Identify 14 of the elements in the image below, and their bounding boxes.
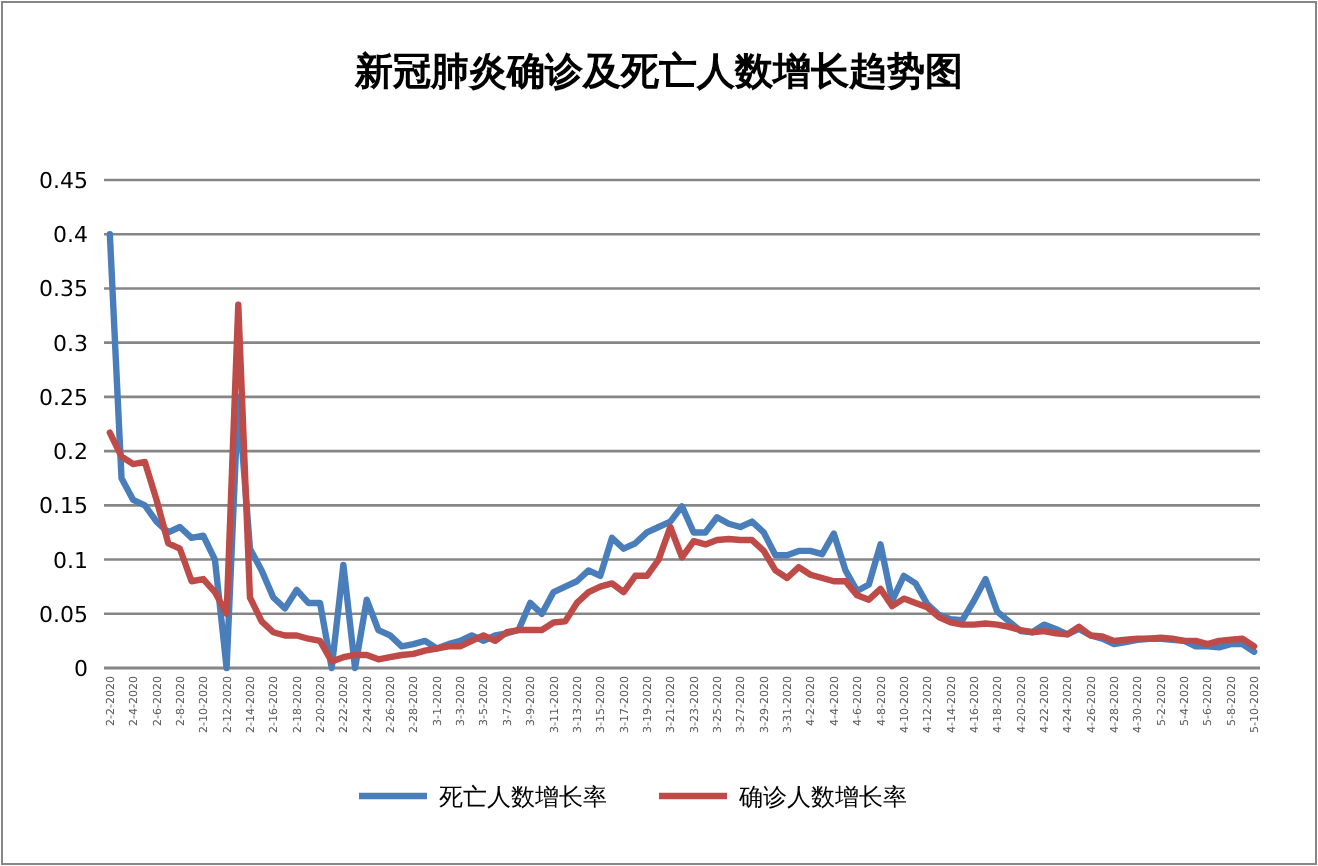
legend-label: 确诊人数增长率 [737,783,907,811]
y-tick-label: 0.25 [39,384,88,411]
chart-title: 新冠肺炎确诊及死亡人数增长趋势图 [353,50,963,94]
y-tick-label: 0.1 [53,547,88,574]
y-tick-label: 0.4 [53,222,88,249]
y-tick-label: 0.45 [39,168,88,194]
y-tick-label: 0.35 [39,276,88,303]
y-tick-label: 0.05 [39,601,88,628]
legend-label: 死亡人数增长率 [439,783,607,811]
y-tick-label: 0 [74,656,88,682]
y-tick-label: 0.15 [39,493,88,520]
line-series [106,301,1258,665]
y-tick-label: 0.2 [53,439,88,466]
y-tick-label: 0.3 [53,330,88,357]
